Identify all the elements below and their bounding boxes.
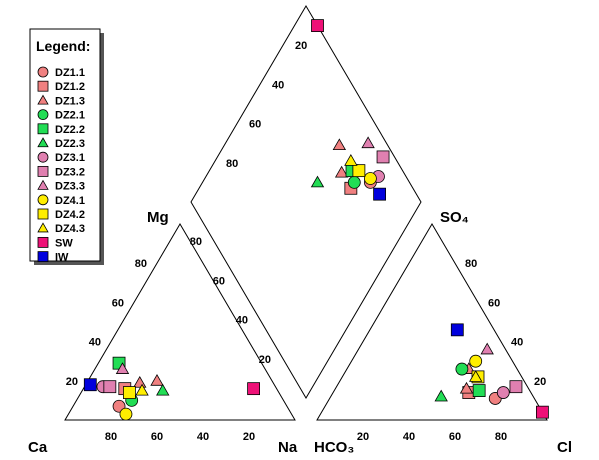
tick-label: 40	[403, 431, 415, 443]
tick-label: 60	[112, 297, 124, 309]
point-diamond-dz3-2	[376, 150, 390, 164]
legend-label: DZ4.2	[55, 209, 85, 221]
point-anion-dz3-2	[509, 380, 523, 394]
tick-label: 20	[534, 376, 546, 388]
legend-marker	[37, 80, 49, 92]
tick-labels: 80 60 40 20 20 40 60 80 20 40 60 80 20 40 60 80 20 40 60 80…	[66, 40, 547, 443]
legend-marker	[37, 251, 49, 263]
point-cation-sw	[247, 382, 261, 396]
axis-labels: Ca Na Mg HCO₃ Cl SO₄	[28, 209, 572, 456]
tick-label: 40	[89, 337, 101, 349]
tick-label: 80	[465, 258, 477, 270]
point-diamond-dz1-3	[334, 165, 349, 178]
legend-marker	[37, 236, 49, 248]
legend-marker	[37, 222, 49, 233]
legend-label: IW	[55, 252, 69, 264]
point-cation-dz4-3	[135, 383, 149, 396]
point-diamond-dz2-1	[347, 175, 361, 189]
tick-label: 20	[66, 376, 78, 388]
axis-label-cl: Cl	[557, 439, 572, 456]
legend-title: Legend:	[36, 38, 90, 54]
point-cation-iw	[83, 378, 97, 392]
legend-label: DZ4.1	[55, 195, 85, 207]
tick-label: 80	[226, 158, 238, 170]
point-diamond-dz2-3	[310, 175, 325, 188]
legend-items: DZ1.1 DZ1.2 DZ1.3 DZ2.1 DZ2.2 DZ2.3 DZ3.1 DZ3.2…	[37, 66, 85, 264]
tick-label: 80	[135, 258, 147, 270]
point-anion-dz2-1	[455, 362, 469, 376]
legend-label: DZ1.2	[55, 81, 85, 93]
legend: Legend: DZ1.1DZ1.2DZ1.3DZ2.1DZ2.2DZ2.3DZ…	[29, 28, 104, 265]
point-cation-dz2-3	[156, 383, 170, 396]
point-anion-dz1-3	[459, 381, 474, 394]
tick-label: 80	[495, 431, 507, 443]
legend-marker	[37, 109, 49, 120]
axis-label-so4: SO₄	[440, 209, 469, 226]
point-diamond-dz1-3	[332, 138, 347, 151]
legend-label: DZ4.3	[55, 223, 85, 235]
legend-marker	[37, 151, 49, 163]
legend-marker	[37, 94, 49, 105]
tick-label: 60	[488, 297, 500, 309]
legend-marker	[37, 137, 49, 148]
tick-label: 60	[249, 119, 261, 131]
legend-marker	[37, 208, 49, 220]
legend-label: SW	[55, 237, 73, 249]
tick-label: 60	[213, 275, 225, 287]
tick-label: 20	[243, 431, 255, 443]
tick-label: 60	[449, 431, 461, 443]
point-anion-iw	[450, 323, 464, 337]
legend-label: DZ3.2	[55, 166, 85, 178]
tick-label: 40	[197, 431, 209, 443]
point-diamond-dz4-1	[363, 172, 377, 185]
point-cation-dz3-2	[103, 380, 117, 394]
axis-label-ca: Ca	[28, 439, 48, 456]
tick-label: 20	[357, 431, 369, 443]
legend-label: DZ3.3	[55, 181, 85, 193]
tick-label: 80	[105, 431, 117, 443]
legend-label: DZ1.3	[55, 95, 85, 107]
legend-label: DZ1.1	[55, 67, 85, 79]
point-diamond-dz3-3	[361, 136, 375, 149]
legend-marker	[37, 194, 49, 206]
legend-marker	[37, 165, 49, 177]
point-cation-dz1-3	[133, 375, 147, 388]
tick-label: 80	[190, 236, 202, 248]
point-anion-dz4-3	[469, 370, 483, 382]
point-diamond-iw	[373, 187, 387, 201]
tick-label: 40	[511, 337, 523, 349]
point-anion-dz2-3	[434, 389, 448, 402]
point-cation-dz1-3	[150, 373, 164, 386]
point-anion-dz4-1	[469, 354, 483, 368]
tick-label: 20	[259, 354, 271, 366]
legend-label: DZ3.1	[55, 152, 85, 164]
tick-label: 40	[236, 315, 248, 327]
point-diamond-dz4-2	[352, 164, 366, 178]
tick-label: 40	[272, 79, 284, 91]
axis-label-na: Na	[278, 439, 298, 456]
tick-label: 60	[151, 431, 163, 443]
legend-marker	[37, 123, 49, 135]
legend-label: DZ2.1	[55, 110, 85, 122]
data-points	[83, 19, 549, 421]
diamond-field	[190, 5, 422, 399]
legend-marker	[37, 179, 49, 190]
point-cation-dz4-1	[119, 407, 133, 421]
point-diamond-sw	[311, 19, 324, 33]
point-anion-dz2-2	[472, 384, 486, 398]
point-diamond-dz4-3	[344, 154, 358, 166]
legend-marker	[37, 66, 49, 78]
anion-triangle	[316, 223, 548, 421]
point-anion-sw	[536, 405, 549, 419]
tick-label: 20	[295, 40, 307, 52]
axis-label-mg: Mg	[147, 209, 169, 226]
point-cation-dz4-2	[123, 386, 136, 399]
point-anion-dz3-3	[480, 342, 494, 355]
axis-label-hco3: HCO₃	[314, 439, 354, 456]
point-anion-dz3-1	[496, 386, 510, 399]
legend-label: DZ2.3	[55, 138, 85, 150]
legend-label: DZ2.2	[55, 124, 85, 136]
point-cation-dz3-3	[115, 362, 130, 374]
